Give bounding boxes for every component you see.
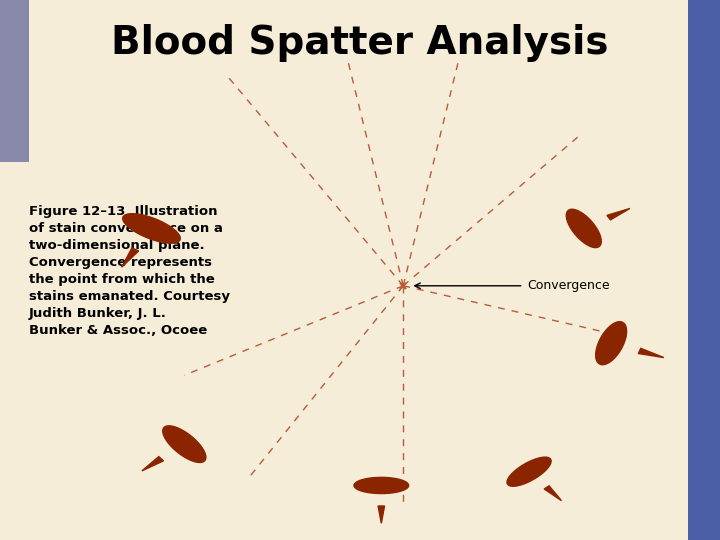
Polygon shape xyxy=(378,506,384,523)
Polygon shape xyxy=(122,248,139,267)
Text: Convergence: Convergence xyxy=(527,279,610,292)
Polygon shape xyxy=(354,477,409,494)
Polygon shape xyxy=(507,457,551,486)
Polygon shape xyxy=(142,457,163,471)
Polygon shape xyxy=(595,322,626,364)
Polygon shape xyxy=(566,209,601,248)
Polygon shape xyxy=(639,348,664,357)
Bar xyxy=(0,0,29,162)
Text: Figure 12–13  Illustration
of stain convergence on a
two-dimensional plane.
Conv: Figure 12–13 Illustration of stain conve… xyxy=(29,205,230,337)
Polygon shape xyxy=(544,486,562,501)
Text: Blood Spatter Analysis: Blood Spatter Analysis xyxy=(112,24,608,62)
Polygon shape xyxy=(163,426,206,462)
Polygon shape xyxy=(122,214,180,243)
Polygon shape xyxy=(607,208,630,220)
Bar xyxy=(688,0,720,540)
